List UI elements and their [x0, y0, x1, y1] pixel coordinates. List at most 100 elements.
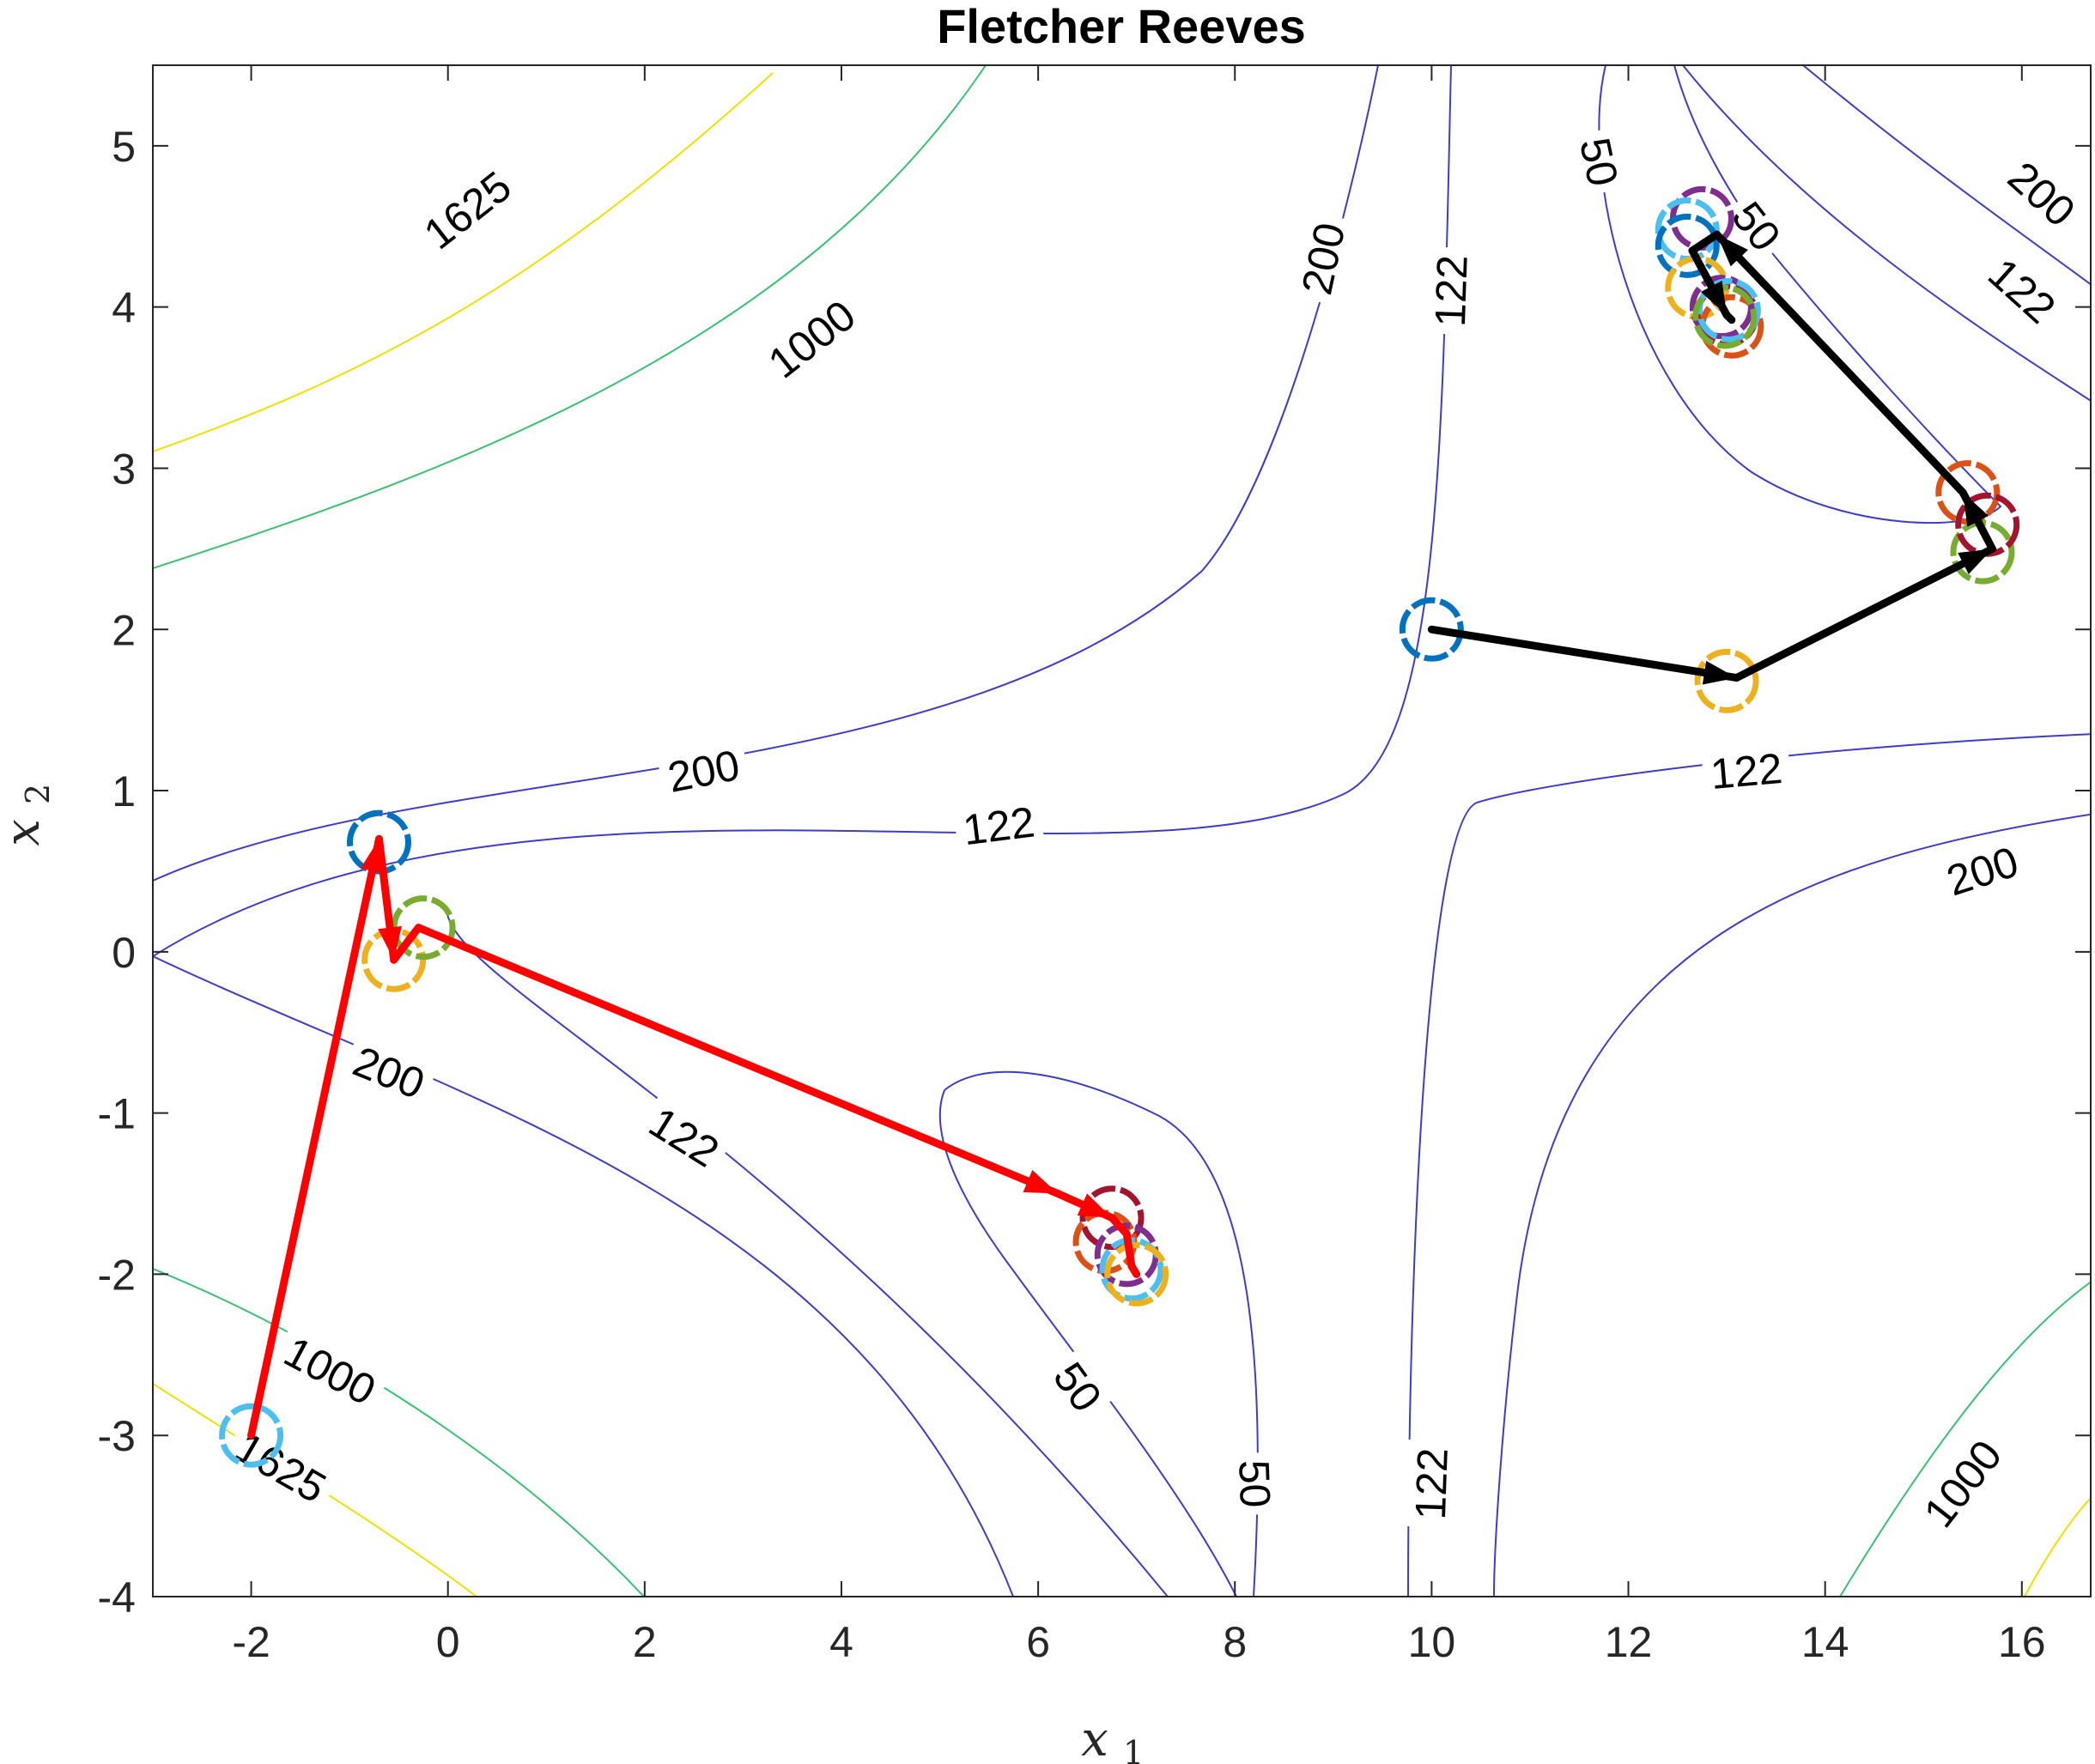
- y-tick-label: 4: [112, 284, 136, 332]
- path-arrowhead: [1077, 1193, 1113, 1218]
- path-arrowhead: [378, 925, 402, 961]
- x-tick-label: 14: [1801, 1618, 1849, 1666]
- contour-label: 200: [1994, 146, 2092, 240]
- contour-label-bg: [1041, 1347, 1117, 1426]
- path-arrowhead: [1963, 492, 1989, 527]
- contour-label: 122: [1974, 242, 2072, 337]
- x-tick-label: 6: [1026, 1618, 1050, 1666]
- path-segment: [1127, 1262, 1141, 1278]
- iterate-marker: [219, 1403, 284, 1468]
- contour-122-right: [1407, 733, 2091, 1597]
- contour-1000-right: [1839, 1281, 2091, 1597]
- contour-label: 50: [1570, 126, 1630, 197]
- contour-label-bg: [1908, 1423, 2015, 1542]
- x-axis-label: x 1: [1081, 1712, 1144, 1764]
- contour-label-bg: [635, 1092, 735, 1179]
- y-tick-label: -2: [98, 1251, 136, 1299]
- iterate-marker: [1692, 284, 1758, 349]
- x-tick-label: 4: [829, 1618, 853, 1666]
- path-segment: [1733, 544, 1996, 682]
- y-axis-label-sub: 2: [19, 784, 57, 804]
- contour-label-bg: [1289, 210, 1355, 306]
- contour-label-text: 200: [1941, 837, 2025, 905]
- path-segment: [390, 924, 422, 964]
- contour-122-upper-right: [1682, 65, 2091, 402]
- path-arrowhead: [1958, 549, 1993, 574]
- iterate-marker: [1104, 1241, 1169, 1306]
- contour-label: 200: [656, 737, 751, 802]
- contour-label-text: 122: [1406, 1447, 1457, 1520]
- contour-label: 122: [952, 795, 1045, 854]
- path-segment: [1122, 1229, 1136, 1270]
- path-arrowhead: [1716, 234, 1748, 267]
- contour-label: 1000: [270, 1322, 392, 1417]
- contour-label-bg: [407, 155, 525, 263]
- path-arrowhead: [1702, 660, 1737, 685]
- path-segment: [1713, 230, 1967, 497]
- y-tick-label: 1: [112, 767, 136, 815]
- contour-50-upper-right: [1598, 65, 2002, 524]
- contour-1625-upper: [153, 72, 774, 452]
- contour-label: 50: [1230, 1452, 1282, 1516]
- contour-122-left: [153, 65, 1452, 957]
- x-axis-label-base: x: [1081, 1712, 1108, 1764]
- contour-label-bg: [1570, 126, 1630, 197]
- contour-200-upper-right: [1802, 65, 2091, 286]
- contour-label-bg: [1974, 242, 2072, 337]
- contour-label-bg: [1230, 1452, 1282, 1516]
- path-segment: [414, 924, 1062, 1198]
- contour-label: 122: [1701, 742, 1792, 798]
- contour-1000-upper: [153, 65, 987, 569]
- contour-label: 1000: [751, 284, 870, 391]
- iterate-marker: [1399, 597, 1464, 662]
- contour-label-bg: [1424, 246, 1476, 336]
- x-axis-label-sub: 1: [1123, 1734, 1144, 1764]
- iterate-marker: [1694, 648, 1759, 713]
- x-tick-label: 12: [1605, 1618, 1653, 1666]
- contour-label-bg: [221, 1417, 343, 1515]
- iterate-marker: [1099, 1237, 1164, 1302]
- contour-label-bg: [751, 284, 870, 391]
- contour-label-bg: [1933, 833, 2031, 906]
- contour-label: 200: [1933, 833, 2031, 906]
- path-arrowhead: [1700, 280, 1728, 316]
- contour-label-text: 122: [960, 797, 1037, 854]
- contour-label: 200: [1289, 210, 1355, 306]
- contour-1000-lower: [153, 1268, 645, 1597]
- contour-1625-right: [2024, 1496, 2091, 1597]
- contour-label: 122: [1424, 246, 1477, 336]
- contour-label-bg: [1719, 185, 1796, 265]
- contour-label: 200: [340, 1032, 440, 1110]
- contour-label-text: 50: [1570, 134, 1627, 191]
- contour-label: 50: [1041, 1347, 1117, 1426]
- y-tick-label: 3: [112, 445, 136, 493]
- x-tick-label: 0: [436, 1618, 460, 1666]
- x-tick-label: 8: [1223, 1618, 1247, 1666]
- contour-label-text: 200: [664, 741, 744, 802]
- contour-label-text: 200: [1292, 219, 1354, 299]
- y-tick-label: -4: [98, 1573, 136, 1622]
- contour-label-text: 122: [1426, 254, 1477, 327]
- contour-label: 1000: [1908, 1423, 2015, 1542]
- y-axis-label: x 2: [0, 784, 57, 846]
- y-tick-label: 0: [112, 929, 136, 977]
- y-tick-label: -1: [98, 1090, 136, 1138]
- contour-label-bg: [1994, 146, 2092, 240]
- iterate-marker: [1655, 197, 1720, 263]
- iterate-marker: [1079, 1185, 1145, 1251]
- path-segment: [1722, 311, 1736, 324]
- contour-label-bg: [1404, 1440, 1456, 1528]
- contour-label-text: 50: [1230, 1459, 1279, 1509]
- iterate-marker: [1655, 213, 1720, 278]
- chart-title: Fletcher Reeves: [937, 0, 1306, 53]
- contour-200-lower-right: [1493, 813, 2091, 1597]
- contour-label-text: 50: [1044, 1354, 1111, 1421]
- contour-50-lower: [944, 1070, 1259, 1597]
- contour-200-upper-left: [153, 65, 1379, 882]
- contour-200-lower-left: [153, 955, 1014, 1597]
- contour-label-bg: [270, 1322, 392, 1417]
- contour-label-text: 122: [1709, 744, 1784, 798]
- contour-122-lower: [446, 909, 1169, 1597]
- contour-label-bg: [340, 1032, 440, 1110]
- contour-label-text: 1000: [276, 1327, 384, 1415]
